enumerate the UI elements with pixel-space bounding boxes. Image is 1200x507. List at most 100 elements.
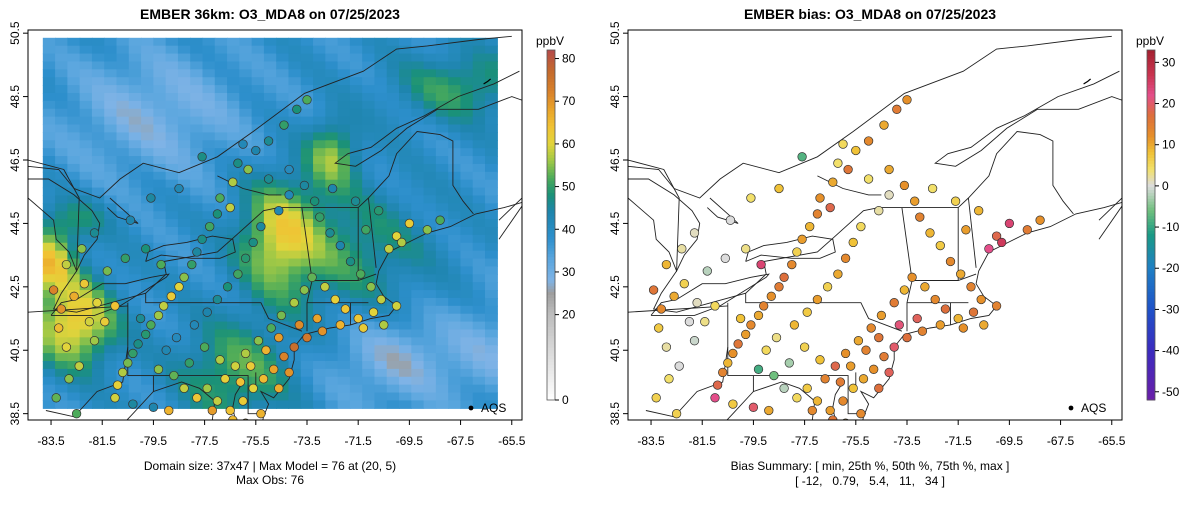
x-tick-label: -65.5 — [1098, 434, 1126, 448]
grid-cell — [91, 195, 105, 204]
observation-site-marker — [274, 383, 284, 393]
colorbar-segment — [1147, 219, 1155, 223]
grid-cell — [386, 226, 400, 236]
grid-cell — [288, 219, 302, 228]
grid-cell — [435, 69, 449, 78]
colorbar-segment — [1147, 87, 1155, 92]
grid-cell — [313, 337, 326, 346]
grid-cell — [263, 187, 277, 197]
grid-cell — [251, 329, 265, 338]
grid-cell — [337, 37, 351, 47]
grid-cell — [42, 337, 56, 346]
grid-cell — [460, 179, 474, 189]
grid-cell — [214, 148, 228, 157]
colorbar-segment — [1147, 397, 1155, 401]
observation-site-marker — [320, 282, 330, 292]
grid-cell — [116, 203, 130, 212]
grid-cell — [485, 345, 498, 354]
x-tick-label: -81.5 — [689, 434, 717, 448]
grid-cell — [202, 337, 216, 346]
colorbar-segment — [1147, 222, 1155, 226]
grid-cell — [362, 85, 376, 94]
grid-cell — [153, 195, 167, 204]
observation-site-marker — [979, 320, 989, 330]
grid-cell — [374, 329, 388, 338]
grid-cell — [202, 274, 216, 283]
colorbar-segment — [1147, 143, 1155, 147]
grid-cell — [239, 368, 253, 378]
observation-site-marker — [120, 253, 130, 263]
grid-cell — [399, 305, 412, 315]
colorbar-segment — [547, 391, 555, 395]
grid-cell — [472, 116, 486, 126]
grid-cell — [55, 353, 68, 362]
grid-cell — [288, 156, 302, 165]
colorbar-segment — [1147, 163, 1155, 168]
observation-site-marker — [384, 244, 394, 254]
grid-cell — [91, 77, 105, 86]
grid-cell — [325, 305, 339, 315]
grid-cell — [227, 234, 240, 244]
grid-cell — [288, 290, 302, 299]
grid-cell — [177, 297, 191, 307]
colorbar-segment — [1147, 93, 1155, 98]
grid-cell — [485, 321, 498, 331]
colorbar-segment — [547, 233, 555, 238]
grid-cell — [177, 282, 191, 291]
colorbar-segment — [547, 82, 555, 86]
grid-cell — [349, 258, 363, 267]
grid-cell — [362, 258, 376, 267]
colorbar-segment — [547, 394, 555, 398]
colorbar-segment — [1147, 82, 1155, 86]
grid-cell — [386, 297, 400, 307]
grid-cell — [288, 392, 302, 402]
grid-cell — [165, 297, 179, 307]
colorbar-segment — [547, 271, 555, 276]
grid-cell — [42, 297, 56, 307]
observation-site-marker — [792, 247, 802, 257]
grid-cell — [423, 179, 437, 189]
grid-cell — [300, 392, 314, 402]
grid-cell — [472, 132, 486, 141]
grid-cell — [79, 148, 93, 157]
grid-cell — [374, 45, 388, 55]
grid-cell — [386, 250, 400, 260]
grid-cell — [399, 368, 412, 378]
grid-cell — [325, 313, 339, 323]
grid-cell — [349, 353, 363, 362]
observation-site-marker — [927, 183, 938, 194]
grid-cell — [190, 234, 204, 244]
colorbar-segment — [547, 254, 555, 258]
grid-cell — [214, 321, 228, 331]
grid-cell — [128, 148, 142, 157]
observation-site-marker — [953, 313, 963, 324]
observation-site-marker — [199, 342, 210, 352]
grid-cell — [472, 148, 486, 157]
observation-site-marker — [189, 320, 200, 330]
grid-cell — [263, 53, 277, 63]
observation-site-marker — [374, 206, 384, 216]
grid-cell — [165, 85, 179, 94]
grid-cell — [448, 305, 462, 315]
grid-cell — [251, 156, 265, 165]
grid-cell — [460, 195, 474, 204]
observation-site-marker — [77, 244, 87, 254]
grid-cell — [349, 179, 363, 189]
observation-site-marker — [317, 326, 328, 336]
grid-cell — [325, 376, 339, 386]
colorbar-segment — [547, 373, 555, 378]
grid-cell — [313, 345, 326, 354]
grid-cell — [190, 132, 204, 141]
grid-cell — [177, 329, 191, 338]
colorbar-segment — [547, 67, 555, 71]
grid-cell — [435, 290, 449, 299]
grid-cell — [313, 400, 326, 409]
grid-cell — [55, 234, 68, 244]
left-colorbar-unit: ppbV — [536, 34, 564, 48]
grid-cell — [362, 290, 376, 299]
grid-cell — [399, 61, 412, 70]
colorbar-segment — [547, 125, 555, 130]
grid-cell — [313, 274, 326, 283]
grid-cell — [202, 266, 216, 275]
observation-site-marker — [404, 218, 415, 229]
